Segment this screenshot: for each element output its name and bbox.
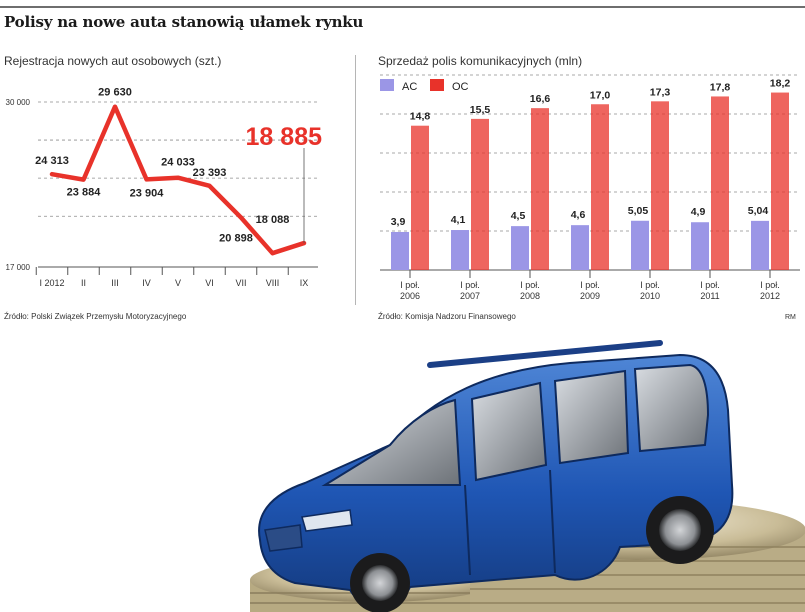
data-label-oc: 16,6 <box>530 93 551 105</box>
data-point <box>146 178 147 180</box>
x-tick-label: V <box>175 278 181 288</box>
data-label-oc: 15,5 <box>470 104 491 116</box>
x-tick-label: VIII <box>266 278 280 288</box>
data-label: 23 884 <box>67 187 102 199</box>
data-label: 23 393 <box>193 167 227 179</box>
x-tick-label: IV <box>142 278 151 288</box>
data-label-oc: 18,2 <box>770 78 791 90</box>
x-tick-label-year: 2011 <box>700 291 719 301</box>
bar-ac <box>391 231 409 270</box>
data-label: 24 313 <box>35 155 69 167</box>
x-tick-label-year: 2006 <box>400 291 420 301</box>
legend-label-ac: AC <box>402 81 417 93</box>
bar-oc <box>471 118 489 270</box>
x-tick-label: I poł. <box>640 280 660 290</box>
x-tick-label: I poł. <box>520 280 540 290</box>
data-point <box>177 177 179 179</box>
bar-ac <box>691 222 709 270</box>
bar-oc <box>651 101 669 270</box>
toy-car-on-coins-photo <box>250 340 805 612</box>
data-label-ac: 3,9 <box>391 216 406 228</box>
x-tick-label: III <box>111 278 119 288</box>
toy-car <box>258 340 734 612</box>
data-label-ac: 4,1 <box>451 214 466 226</box>
bar-oc <box>771 92 789 270</box>
y-tick-label: 17 000 <box>6 263 31 272</box>
graphic-credit: RM <box>785 314 796 321</box>
x-tick-label-year: 2008 <box>520 291 540 301</box>
bar-oc <box>411 125 429 270</box>
x-tick-label: VII <box>235 278 246 288</box>
bar-ac <box>511 226 529 270</box>
data-point <box>114 106 116 108</box>
data-label-ac: 4,5 <box>511 210 526 222</box>
data-label: 23 904 <box>130 187 165 199</box>
data-label-oc: 17,3 <box>650 86 671 98</box>
bar-ac <box>631 220 649 270</box>
data-label: 20 898 <box>219 233 253 245</box>
data-point <box>272 252 273 254</box>
x-tick-label: VI <box>205 278 214 288</box>
data-point <box>209 185 210 187</box>
data-label-ac: 5,04 <box>748 205 769 217</box>
top-rule <box>0 6 805 8</box>
line-chart-title: Rejestracja nowych aut osobowych (szt.) <box>4 54 222 68</box>
y-tick-label: 30 000 <box>6 98 31 107</box>
x-tick-label: I poł. <box>460 280 480 290</box>
highlight-value: 18 885 <box>246 123 323 151</box>
x-tick-label-year: 2007 <box>460 291 480 301</box>
data-label: 29 630 <box>98 87 132 99</box>
x-tick-label-year: 2009 <box>580 291 600 301</box>
bar-chart-source: Źródło: Komisja Nadzoru Finansowego <box>378 312 516 321</box>
bar-oc <box>531 108 549 271</box>
data-label-oc: 17,0 <box>590 89 611 101</box>
data-label-oc: 14,8 <box>410 111 431 123</box>
x-tick-label: I poł. <box>700 280 720 290</box>
data-label: 18 088 <box>256 214 290 226</box>
x-tick-label-year: 2012 <box>760 291 780 301</box>
data-label: 24 033 <box>161 157 195 169</box>
chart-divider <box>355 55 356 305</box>
headline: Polisy na nowe auta stanowią ułamek rynk… <box>4 13 364 31</box>
data-point <box>83 179 84 181</box>
data-point <box>51 173 53 175</box>
data-label-ac: 4,6 <box>571 209 586 221</box>
bar-ac <box>451 230 469 270</box>
data-label-ac: 4,9 <box>691 206 706 218</box>
legend-swatch-oc <box>430 79 444 91</box>
x-tick-label-year: 2010 <box>640 291 660 301</box>
bar-chart-title: Sprzedaż polis komunikacyjnych (mln) <box>378 54 583 68</box>
data-label-ac: 5,05 <box>628 205 649 217</box>
bar-ac <box>571 225 589 270</box>
x-tick-label: IX <box>300 278 309 288</box>
x-tick-label: I poł. <box>400 280 420 290</box>
x-tick-label: I poł. <box>580 280 600 290</box>
x-tick-label: I 2012 <box>39 278 64 288</box>
x-tick-label: II <box>81 278 86 288</box>
bar-ac <box>751 220 769 270</box>
bar-oc <box>711 96 729 270</box>
data-label-oc: 17,8 <box>710 81 731 93</box>
x-tick-label: I poł. <box>760 280 780 290</box>
line-chart-source: Źródło: Polski Związek Przemysłu Motoryz… <box>4 312 187 321</box>
legend-label-oc: OC <box>452 81 469 93</box>
data-point <box>240 217 242 219</box>
legend-swatch-ac <box>380 79 394 91</box>
bar-oc <box>591 104 609 270</box>
